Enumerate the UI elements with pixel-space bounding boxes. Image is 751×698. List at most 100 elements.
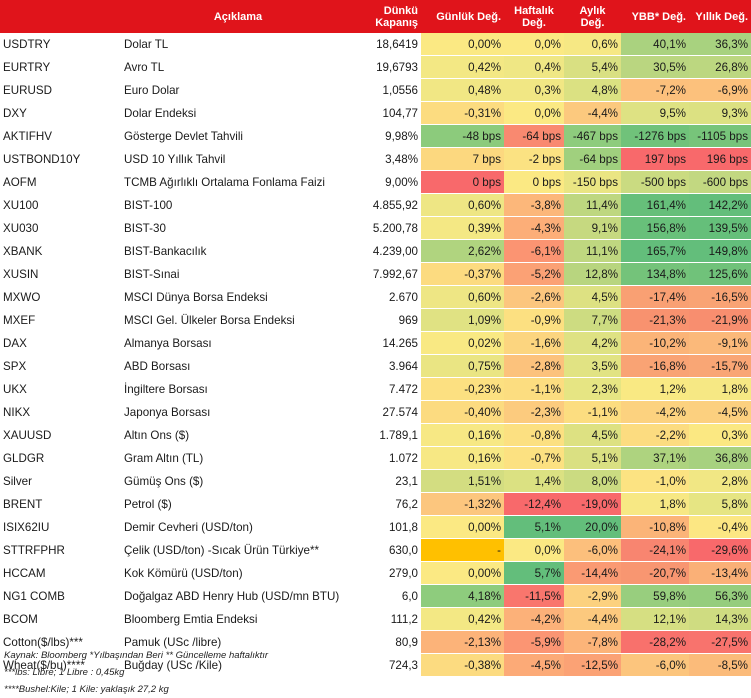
weekly-change: 0,0% xyxy=(504,101,564,125)
monthly-change: -1,1% xyxy=(564,400,621,424)
instrument-code: NG1 COMB xyxy=(0,584,121,608)
yearly-change: 36,3% xyxy=(689,33,751,56)
table-row: BCOM Bloomberg Emtia Endeksi 111,2 0,42% -4,… xyxy=(0,607,751,631)
close-value: 111,2 xyxy=(355,607,421,631)
ytd-change: -24,1% xyxy=(621,538,689,562)
monthly-change: 5,1% xyxy=(564,446,621,470)
weekly-change: -2 bps xyxy=(504,147,564,171)
yearly-change: 9,3% xyxy=(689,101,751,125)
weekly-change: -1,6% xyxy=(504,331,564,355)
market-table: Açıklama Dünkü Kapanış Günlük Değ. Hafta… xyxy=(0,0,751,677)
monthly-change: -7,8% xyxy=(564,630,621,654)
footnote-source: Kaynak: Bloomberg *Yılbaşından Beri ** G… xyxy=(4,650,269,661)
instrument-code: EURUSD xyxy=(0,78,121,102)
instrument-code: BCOM xyxy=(0,607,121,631)
table-row: MXWO MSCI Dünya Borsa Endeksi 2.670 0,60% -2… xyxy=(0,285,751,309)
table-row: GLDGR Gram Altın (TL) 1.072 0,16% -0,7% 5,1% 3… xyxy=(0,446,751,470)
daily-change: -0,38% xyxy=(421,653,504,677)
close-value: 4.239,00 xyxy=(355,239,421,263)
monthly-change: 20,0% xyxy=(564,515,621,539)
close-value: 1,0556 xyxy=(355,78,421,102)
monthly-change: -6,0% xyxy=(564,538,621,562)
daily-change: 2,62% xyxy=(421,239,504,263)
daily-change: -1,32% xyxy=(421,492,504,516)
instrument-description: Gösterge Devlet Tahvili xyxy=(121,124,355,148)
yearly-change: -6,9% xyxy=(689,78,751,102)
yearly-change: -4,5% xyxy=(689,400,751,424)
table-row: XU030 BIST-30 5.200,78 0,39% -4,3% 9,1% 156,8%… xyxy=(0,216,751,240)
monthly-change: 3,5% xyxy=(564,354,621,378)
table-row: NIKX Japonya Borsası 27.574 -0,40% -2,3% -1,1… xyxy=(0,400,751,424)
weekly-change: -4,3% xyxy=(504,216,564,240)
instrument-description: Gümüş Ons ($) xyxy=(121,469,355,493)
yearly-change: 2,8% xyxy=(689,469,751,493)
weekly-change: -0,8% xyxy=(504,423,564,447)
daily-change: 0,39% xyxy=(421,216,504,240)
ytd-change: -16,8% xyxy=(621,354,689,378)
daily-change: 0,60% xyxy=(421,285,504,309)
daily-change: - xyxy=(421,538,504,562)
instrument-description: Dolar TL xyxy=(121,33,355,56)
instrument-description: Buğday (USc /Kile) xyxy=(121,653,355,677)
yearly-change: 5,8% xyxy=(689,492,751,516)
header-monthly-change: Aylık Değ. xyxy=(564,0,621,33)
header-ytd-change: YBB* Değ. xyxy=(621,0,689,33)
ytd-change: -20,7% xyxy=(621,561,689,585)
monthly-change: 8,0% xyxy=(564,469,621,493)
weekly-change: -0,7% xyxy=(504,446,564,470)
ytd-change: -7,2% xyxy=(621,78,689,102)
instrument-description: BIST-30 xyxy=(121,216,355,240)
daily-change: 0,42% xyxy=(421,55,504,79)
instrument-description: Petrol ($) xyxy=(121,492,355,516)
monthly-change: 5,4% xyxy=(564,55,621,79)
instrument-description: BIST-100 xyxy=(121,193,355,217)
weekly-change: -11,5% xyxy=(504,584,564,608)
ytd-change: 59,8% xyxy=(621,584,689,608)
yearly-change: 139,5% xyxy=(689,216,751,240)
close-value: 279,0 xyxy=(355,561,421,585)
daily-change: 0,60% xyxy=(421,193,504,217)
close-value: 4.855,92 xyxy=(355,193,421,217)
header-description: Açıklama xyxy=(121,0,355,33)
table-row: Wheat($/bu)**** Buğday (USc /Kile) 724,3 -0… xyxy=(0,653,751,677)
yearly-change: -21,9% xyxy=(689,308,751,332)
weekly-change: -6,1% xyxy=(504,239,564,263)
yearly-change: -15,7% xyxy=(689,354,751,378)
instrument-description: Avro TL xyxy=(121,55,355,79)
weekly-change: -2,6% xyxy=(504,285,564,309)
ytd-change: -2,2% xyxy=(621,423,689,447)
ytd-change: 1,2% xyxy=(621,377,689,401)
close-value: 23,1 xyxy=(355,469,421,493)
instrument-description: Doğalgaz ABD Henry Hub (USD/mn BTU) xyxy=(121,584,355,608)
instrument-code: DXY xyxy=(0,101,121,125)
yearly-change: 26,8% xyxy=(689,55,751,79)
daily-change: -0,31% xyxy=(421,101,504,125)
monthly-change: 0,6% xyxy=(564,33,621,56)
instrument-description: Japonya Borsası xyxy=(121,400,355,424)
ytd-change: -28,2% xyxy=(621,630,689,654)
monthly-change: -4,4% xyxy=(564,101,621,125)
monthly-change: 7,7% xyxy=(564,308,621,332)
monthly-change: -14,4% xyxy=(564,561,621,585)
daily-change: 7 bps xyxy=(421,147,504,171)
monthly-change: 12,8% xyxy=(564,262,621,286)
ytd-change: -500 bps xyxy=(621,170,689,194)
instrument-description: Dolar Endeksi xyxy=(121,101,355,125)
yearly-change: 125,6% xyxy=(689,262,751,286)
table-row: STTRFPHR Çelik (USD/ton) -Sıcak Ürün Türk… xyxy=(0,538,751,562)
daily-change: -0,40% xyxy=(421,400,504,424)
weekly-change: 0,0% xyxy=(504,33,564,56)
yearly-change: -1105 bps xyxy=(689,124,751,148)
instrument-code: Silver xyxy=(0,469,121,493)
ytd-change: 156,8% xyxy=(621,216,689,240)
yearly-change: -16,5% xyxy=(689,285,751,309)
weekly-change: 0 bps xyxy=(504,170,564,194)
weekly-change: 5,1% xyxy=(504,515,564,539)
instrument-code: NIKX xyxy=(0,400,121,424)
instrument-description: Euro Dolar xyxy=(121,78,355,102)
yearly-change: -13,4% xyxy=(689,561,751,585)
close-value: 101,8 xyxy=(355,515,421,539)
monthly-change: 2,3% xyxy=(564,377,621,401)
yearly-change: 142,2% xyxy=(689,193,751,217)
ytd-change: 165,7% xyxy=(621,239,689,263)
